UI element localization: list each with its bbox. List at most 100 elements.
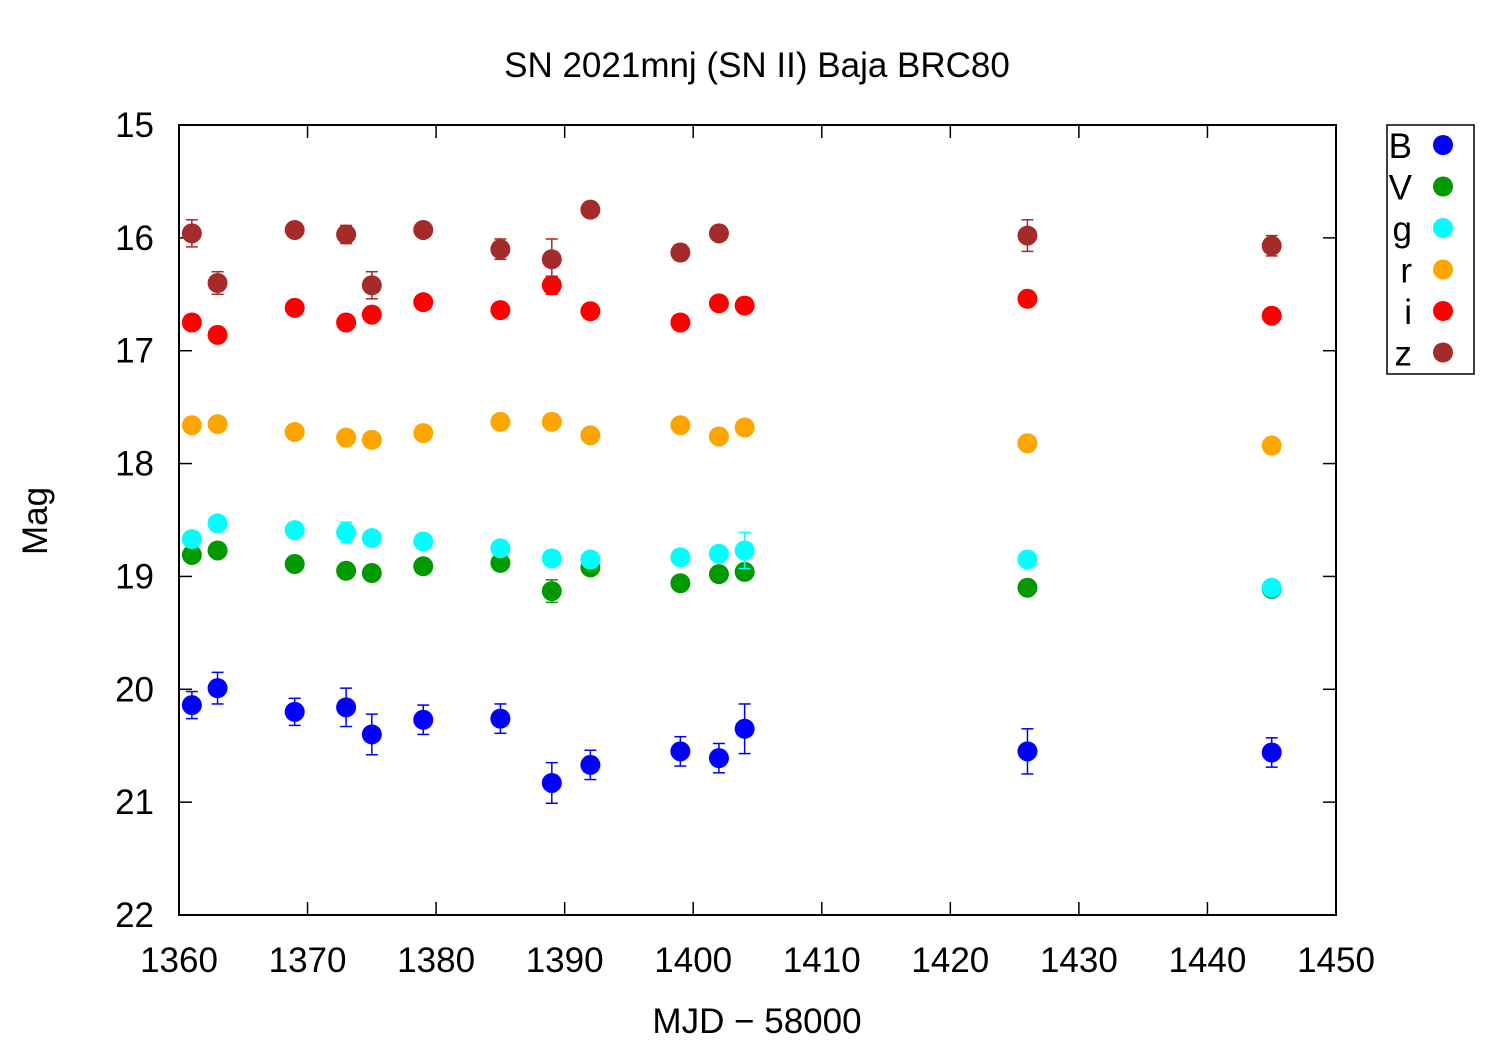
- x-tick-label: 1370: [269, 941, 347, 980]
- data-point-B: [284, 701, 305, 722]
- data-point-z: [1017, 225, 1038, 246]
- data-point-i: [181, 312, 202, 333]
- data-point-i: [361, 304, 382, 325]
- series-B: [181, 671, 1282, 805]
- data-point-i: [734, 295, 755, 316]
- data-point-g: [734, 540, 755, 561]
- data-point-i: [413, 292, 434, 313]
- data-point-g: [361, 528, 382, 549]
- y-tick-label: 22: [115, 896, 154, 935]
- legend-label-V: V: [1389, 169, 1413, 208]
- data-point-V: [181, 544, 202, 565]
- data-point-V: [490, 552, 511, 573]
- data-point-V: [734, 561, 755, 582]
- data-point-z: [207, 273, 228, 293]
- plot-frame: [178, 124, 1337, 916]
- data-point-V: [708, 564, 729, 585]
- data-point-r: [181, 415, 202, 436]
- data-point-B: [336, 697, 357, 718]
- data-point-V: [207, 540, 228, 561]
- data-point-V: [541, 581, 562, 602]
- data-point-r: [580, 425, 601, 446]
- data-point-V: [670, 573, 691, 594]
- data-point-z: [284, 219, 305, 240]
- data-point-B: [580, 754, 601, 775]
- data-point-i: [1017, 288, 1038, 309]
- data-point-z: [541, 249, 562, 270]
- data-point-B: [413, 709, 434, 730]
- data-point-z: [181, 223, 202, 244]
- legend-marker-g: [1433, 218, 1453, 238]
- data-point-g: [207, 513, 228, 534]
- data-point-i: [708, 293, 729, 314]
- data-point-r: [361, 429, 382, 450]
- legend-label-g: g: [1393, 210, 1412, 249]
- data-point-i: [336, 312, 357, 333]
- x-tick-label: 1420: [911, 941, 989, 980]
- data-point-z: [670, 242, 691, 263]
- data-point-B: [541, 772, 562, 793]
- data-point-g: [1261, 577, 1282, 598]
- legend-marker-r: [1433, 259, 1453, 280]
- y-tick-label: 20: [115, 670, 154, 709]
- data-point-g: [413, 531, 434, 552]
- data-point-z: [490, 239, 511, 260]
- y-tick-label: 16: [115, 219, 154, 258]
- data-point-V: [284, 554, 305, 575]
- series-g: [181, 513, 1282, 598]
- data-point-z: [580, 199, 601, 220]
- data-point-r: [1017, 433, 1038, 454]
- data-point-r: [1261, 435, 1282, 456]
- data-point-B: [490, 708, 511, 729]
- series-r: [181, 411, 1282, 456]
- data-point-i: [580, 301, 601, 322]
- x-axis-label: MJD − 58000: [652, 1002, 861, 1041]
- x-tick-label: 1380: [397, 941, 475, 980]
- legend-marker-B: [1433, 135, 1453, 155]
- y-tick-label: 18: [115, 445, 154, 484]
- data-point-i: [207, 324, 228, 345]
- data-point-z: [336, 224, 357, 245]
- x-tick-label: 1440: [1169, 941, 1247, 980]
- axis-ticks: 1360 1370 1380 1390 1400 1410 1420 1430 1440 1450…: [115, 106, 1375, 980]
- data-point-i: [670, 312, 691, 333]
- x-tick-label: 1450: [1297, 941, 1375, 980]
- data-point-B: [1261, 742, 1282, 763]
- data-point-r: [670, 415, 691, 436]
- x-tick-label: 1390: [526, 941, 604, 980]
- data-point-i: [1261, 305, 1282, 326]
- data-point-r: [207, 414, 228, 435]
- legend-label-i: i: [1404, 293, 1412, 332]
- x-tick-label: 1430: [1040, 941, 1118, 980]
- data-point-B: [708, 748, 729, 769]
- data-point-z: [413, 219, 434, 240]
- data-point-r: [336, 427, 357, 448]
- data-point-B: [734, 718, 755, 739]
- data-point-g: [670, 547, 691, 568]
- legend-box: [1386, 124, 1475, 375]
- legend-marker-V: [1433, 176, 1453, 197]
- data-point-r: [541, 411, 562, 432]
- series-V: [181, 540, 1282, 604]
- data-point-g: [1017, 549, 1038, 570]
- data-point-g: [541, 548, 562, 569]
- data-point-r: [490, 411, 511, 432]
- x-tick-label: 1400: [654, 941, 732, 980]
- chart-title: SN 2021mnj (SN II) Baja BRC80: [504, 46, 1010, 85]
- data-point-V: [361, 563, 382, 584]
- data-point-B: [670, 741, 691, 762]
- legend-label-B: B: [1389, 127, 1412, 166]
- legend-label-r: r: [1400, 252, 1412, 291]
- x-tick-label: 1410: [783, 941, 861, 980]
- data-point-r: [734, 417, 755, 438]
- data-point-z: [708, 223, 729, 244]
- series-z: [181, 199, 1282, 300]
- y-tick-label: 17: [115, 332, 154, 371]
- data-point-V: [336, 560, 357, 581]
- data-point-r: [284, 421, 305, 442]
- data-point-V: [1017, 577, 1038, 598]
- data-point-z: [1261, 235, 1282, 256]
- data-point-B: [181, 695, 202, 716]
- data-point-r: [708, 426, 729, 447]
- legend-marker-i: [1433, 301, 1453, 321]
